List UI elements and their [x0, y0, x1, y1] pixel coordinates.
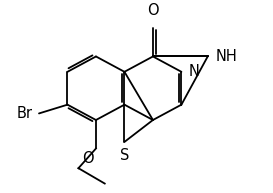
Text: N: N — [189, 64, 200, 79]
Text: O: O — [82, 151, 94, 166]
Text: NH: NH — [215, 49, 237, 64]
Text: O: O — [147, 3, 159, 18]
Text: Br: Br — [16, 106, 32, 121]
Text: S: S — [120, 148, 129, 163]
